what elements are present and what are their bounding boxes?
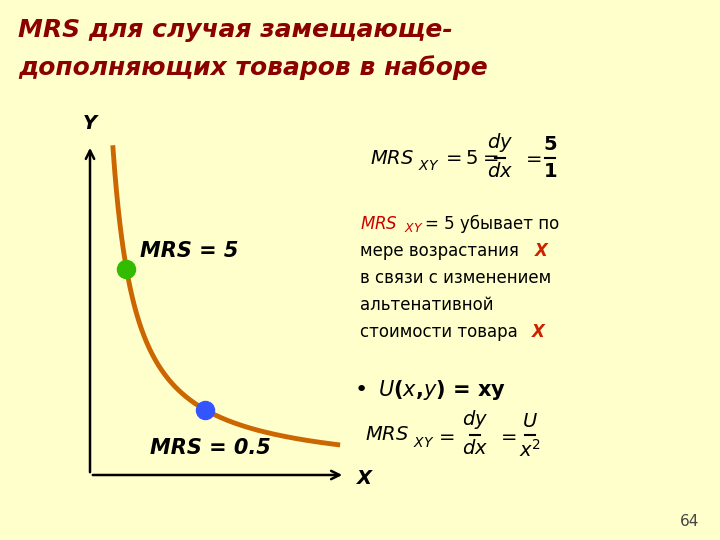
Text: X: X bbox=[532, 323, 545, 341]
Text: $\mathit{XY}$: $\mathit{XY}$ bbox=[413, 436, 434, 450]
Text: $\mathit{U}$($\mathit{x}$,$\mathit{y}$) = $\mathbf{xy}$: $\mathit{U}$($\mathit{x}$,$\mathit{y}$) … bbox=[378, 378, 505, 402]
Text: $=$: $=$ bbox=[497, 426, 517, 444]
Text: $\mathit{dy}$: $\mathit{dy}$ bbox=[462, 408, 488, 431]
Text: $\mathit{MRS}$: $\mathit{MRS}$ bbox=[370, 148, 414, 167]
Text: $\mathbf{1}$: $\mathbf{1}$ bbox=[543, 162, 557, 181]
Text: $\mathit{dx}$: $\mathit{dx}$ bbox=[462, 439, 488, 458]
Text: $\mathit{MRS}$: $\mathit{MRS}$ bbox=[365, 426, 409, 444]
Text: X: X bbox=[357, 469, 372, 489]
Text: $=$: $=$ bbox=[435, 426, 455, 444]
Text: $\mathit{XY}$: $\mathit{XY}$ bbox=[404, 222, 423, 235]
Text: X: X bbox=[535, 242, 548, 260]
Text: Y: Y bbox=[83, 114, 97, 133]
Text: $\mathit{MRS}$: $\mathit{MRS}$ bbox=[360, 215, 398, 233]
Text: MRS = 0.5: MRS = 0.5 bbox=[150, 438, 271, 458]
Text: дополняющих товаров в наборе: дополняющих товаров в наборе bbox=[18, 55, 487, 80]
Text: $\mathit{dx}$: $\mathit{dx}$ bbox=[487, 162, 513, 181]
Text: $=$: $=$ bbox=[522, 148, 542, 167]
Text: MRS = 5: MRS = 5 bbox=[140, 241, 239, 261]
Text: •: • bbox=[355, 380, 368, 400]
Text: $\mathbf{5}$: $\mathbf{5}$ bbox=[543, 135, 557, 154]
Text: MRS для случая замещающе-: MRS для случая замещающе- bbox=[18, 18, 453, 42]
Text: $\mathit{XY}$: $\mathit{XY}$ bbox=[418, 159, 439, 173]
Text: $\mathit{U}$: $\mathit{U}$ bbox=[522, 412, 538, 431]
Text: $\mathit{x}^2$: $\mathit{x}^2$ bbox=[519, 439, 541, 461]
Text: стоимости товара: стоимости товара bbox=[360, 323, 523, 341]
Text: $= 5 =$: $= 5 =$ bbox=[442, 148, 498, 167]
Text: = 5 убывает по: = 5 убывает по bbox=[425, 215, 559, 233]
Text: 64: 64 bbox=[680, 515, 700, 530]
Text: альтенативной: альтенативной bbox=[360, 296, 493, 314]
Text: в связи с изменением: в связи с изменением bbox=[360, 269, 552, 287]
Text: мере возрастания: мере возрастания bbox=[360, 242, 524, 260]
Text: $\mathit{dy}$: $\mathit{dy}$ bbox=[487, 131, 513, 154]
